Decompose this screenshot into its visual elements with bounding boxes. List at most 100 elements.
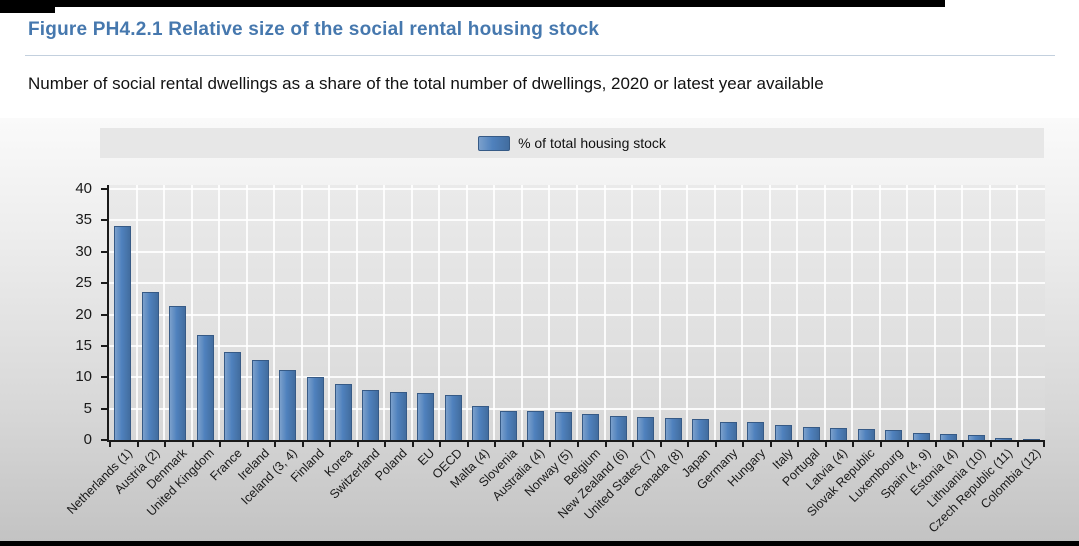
gridline-vertical: [823, 185, 826, 440]
x-axis-tick: [136, 442, 139, 447]
legend-label: % of total housing stock: [518, 135, 666, 151]
x-axis-tick: [577, 442, 579, 447]
y-axis-tick: [101, 188, 107, 190]
chart-plot-area: [101, 185, 1045, 447]
x-axis-tick: [989, 442, 992, 447]
bar: [967, 434, 985, 440]
x-axis-tick: [659, 442, 662, 447]
gridline-vertical: [465, 185, 468, 440]
x-axis-tick: [466, 442, 469, 447]
figure-subtitle: Number of social rental dwellings as a s…: [28, 74, 824, 93]
y-axis-tick: [101, 219, 107, 222]
bar: [719, 421, 737, 440]
x-axis-tick: [301, 442, 304, 447]
bar: [995, 437, 1013, 440]
title-divider: [25, 55, 1055, 56]
bar: [196, 335, 214, 440]
gridline-vertical: [686, 185, 689, 440]
window-bottom-bar: [0, 541, 1079, 546]
x-axis-tick: [797, 442, 800, 447]
figure-title: Figure PH4.2.1 Relative size of the soci…: [28, 19, 600, 40]
window-top-corner: [0, 0, 55, 13]
gridline-vertical: [163, 185, 166, 440]
x-axis-tick: [714, 442, 717, 447]
bar: [664, 418, 682, 440]
gridline-vertical: [1016, 185, 1019, 440]
x-axis-tick: [1043, 442, 1045, 447]
x-axis-tick: [274, 442, 277, 447]
gridline-vertical: [548, 185, 551, 440]
x-axis-tick: [962, 442, 965, 447]
bar: [554, 412, 572, 440]
bar: [141, 291, 159, 440]
gridline-vertical: [933, 185, 936, 440]
legend-swatch-icon: [478, 135, 511, 151]
bar: [417, 392, 435, 440]
bar: [637, 417, 655, 440]
x-axis-tick: [384, 442, 387, 447]
gridline-vertical: [988, 185, 991, 440]
window-top-bar: [0, 0, 945, 7]
bar: [582, 413, 600, 440]
bar: [830, 428, 848, 440]
x-axis-tick: [687, 442, 690, 447]
gridline-vertical: [851, 185, 854, 440]
x-axis-tick: [191, 442, 194, 447]
x-axis-tick: [1017, 442, 1020, 447]
bar: [114, 226, 132, 440]
gridline-vertical: [768, 185, 771, 440]
x-axis-tick: [219, 442, 222, 447]
bar: [251, 360, 269, 440]
bar: [940, 433, 958, 440]
bar: [169, 305, 187, 440]
gridline-vertical: [576, 185, 578, 440]
x-axis-labels: Netherlands (1) Austria (2) Denmark United …: [64, 446, 1043, 546]
gridline-vertical: [796, 185, 799, 440]
y-axis-tick: [101, 407, 107, 410]
gridline-vertical: [438, 185, 441, 440]
bar: [774, 424, 792, 440]
x-axis-label: EU: [415, 446, 438, 469]
gridline-vertical: [878, 185, 881, 440]
x-axis-tick: [742, 442, 745, 447]
x-axis-tick: [329, 442, 332, 447]
bar: [334, 384, 352, 440]
bar: [472, 405, 490, 440]
bar: [747, 422, 765, 440]
gridline-vertical: [658, 185, 661, 440]
y-axis-label: 5: [83, 399, 92, 417]
bar: [224, 352, 242, 440]
bar: [499, 410, 517, 440]
gridline-vertical: [410, 185, 413, 440]
x-axis-tick: [549, 442, 552, 447]
bar: [692, 419, 710, 440]
gridline-vertical: [631, 185, 634, 440]
bar: [885, 429, 903, 440]
gridline-vertical: [961, 185, 964, 440]
gridline-vertical: [190, 185, 193, 440]
y-axis-label: 30: [75, 242, 92, 260]
y-axis-label: 35: [75, 211, 92, 229]
x-axis-tick: [109, 442, 111, 447]
x-axis-tick: [769, 442, 772, 447]
gridline-vertical: [218, 185, 221, 440]
x-axis-tick: [907, 442, 910, 447]
x-axis-tick: [632, 442, 635, 447]
bar: [857, 429, 875, 440]
gridline-vertical: [135, 185, 138, 440]
y-axis-tick: [101, 376, 107, 379]
x-axis-tick: [164, 442, 167, 447]
x-axis-tick: [246, 442, 249, 447]
gridline-vertical: [741, 185, 744, 440]
gridline-vertical: [520, 185, 523, 440]
bar: [306, 377, 324, 440]
y-axis-tick: [101, 282, 107, 285]
bar: [527, 411, 545, 440]
x-axis-tick: [879, 442, 882, 447]
gridline-vertical: [603, 185, 606, 440]
bar: [609, 416, 627, 440]
y-axis-label: 0: [83, 431, 92, 448]
gridline-vertical: [493, 185, 496, 440]
gridline-vertical: [328, 185, 331, 440]
